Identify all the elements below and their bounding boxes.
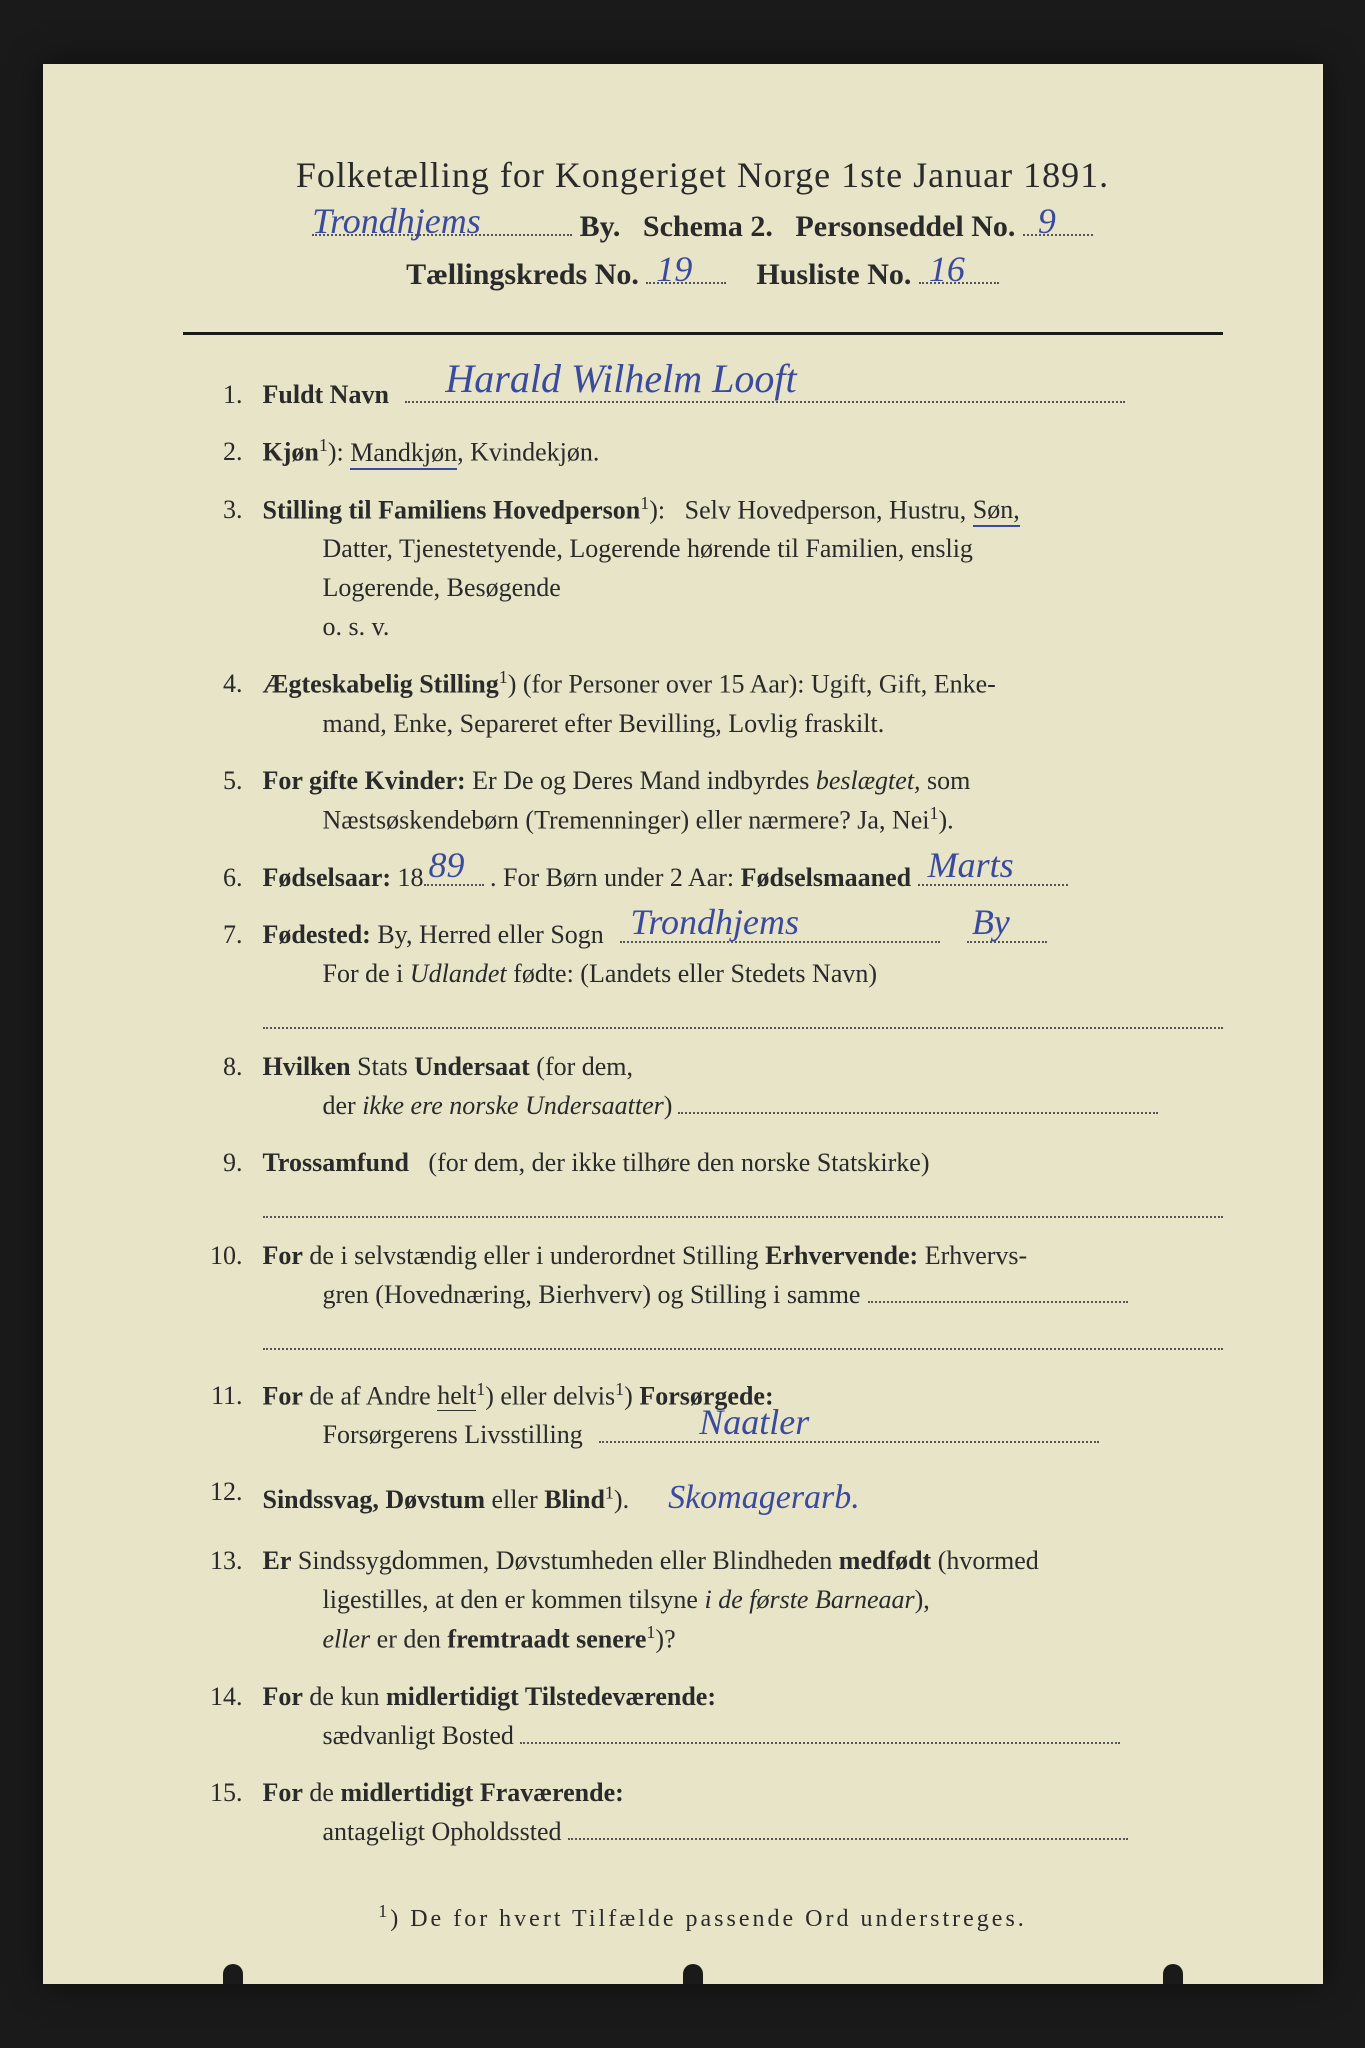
field-num: 14. [183,1677,263,1716]
punch-hole-icon [1163,1964,1183,1984]
field-label: For gifte Kvinder: [263,766,466,795]
punch-hole-icon [223,1964,243,1984]
field-label: Ægteskabelig Stilling [263,670,499,699]
field-1: 1. Fuldt Navn Harald Wilhelm Looft [183,375,1223,414]
field-num: 6. [183,858,263,897]
field-label: Stilling til Familiens Hovedperson [263,495,641,524]
footnote: 1) De for hvert Tilfælde passende Ord un… [183,1901,1223,1933]
personseddel-label: Personseddel No. [795,210,1015,243]
field-6: 6. Fødselsaar: 1889 . For Børn under 2 A… [183,858,1223,897]
city-name: Trondhjems [312,200,481,242]
field-label: Fødested: [263,920,371,949]
husliste-label: Husliste No. [756,258,911,291]
form-subhead-1: Trondhjems By. Schema 2. Personseddel No… [183,210,1223,244]
birth-month: Marts [928,838,1014,892]
field-13: 13. Er Sindssygdommen, Døvstumheden elle… [183,1541,1223,1659]
field-10: 10. For de i selvstændig eller i underor… [183,1236,1223,1350]
form-subhead-2: Tællingskreds No. 19 Husliste No. 16 [183,258,1223,292]
field-num: 11. [183,1376,263,1415]
birthplace-by: By [972,895,1010,949]
field-num: 1. [183,375,263,414]
schema-label: Schema 2. [643,210,773,243]
field-9: 9. Trossamfund (for dem, der ikke tilhør… [183,1143,1223,1218]
field-num: 5. [183,761,263,800]
field-num: 9. [183,1143,263,1182]
field-5: 5. For gifte Kvinder: Er De og Deres Man… [183,761,1223,840]
field-label: Sindssvag, Døvstum [263,1485,486,1514]
form-header: Folketælling for Kongeriget Norge 1ste J… [183,154,1223,292]
field-num: 8. [183,1047,263,1086]
birth-year: 89 [429,838,465,892]
taellingskreds-label: Tællingskreds No. [406,258,639,291]
field-15: 15. For de midlertidigt Fraværende: anta… [183,1773,1223,1851]
field-7: 7. Fødested: By, Herred eller Sogn Trond… [183,915,1223,1029]
selected-son: Søn, [973,495,1020,527]
field-label: Kjøn [263,438,319,467]
field-num: 3. [183,490,263,529]
disability-note: Skomagerarb. [668,1479,860,1516]
field-8: 8. Hvilken Stats Undersaat (for dem, der… [183,1047,1223,1125]
field-num: 4. [183,664,263,703]
census-form-page: Folketælling for Kongeriget Norge 1ste J… [43,64,1323,1984]
full-name: Harald Wilhelm Looft [445,349,796,409]
provider-occupation: Naatler [699,1395,809,1449]
field-num: 7. [183,915,263,954]
selected-mandkjon: Mandkjøn [350,438,457,470]
field-num: 12. [183,1472,263,1511]
husliste-no: 16 [929,248,965,290]
field-2: 2. Kjøn1): Mandkjøn, Kvindekjøn. [183,432,1223,472]
field-14: 14. For de kun midlertidigt Tilstedevære… [183,1677,1223,1755]
field-label: Trossamfund [263,1148,409,1177]
form-title: Folketælling for Kongeriget Norge 1ste J… [183,154,1223,196]
field-11: 11. For de af Andre helt1) eller delvis1… [183,1376,1223,1455]
field-4: 4. Ægteskabelig Stilling1) (for Personer… [183,664,1223,743]
taellingskreds-no: 19 [656,248,692,290]
field-3: 3. Stilling til Familiens Hovedperson1):… [183,490,1223,647]
birthplace: Trondhjems [630,895,799,949]
punch-hole-icon [683,1964,703,1984]
field-label: Fødselsaar: [263,863,392,892]
field-label: Fuldt Navn [263,380,389,409]
field-12: 12. Sindssvag, Døvstum eller Blind1). Sk… [183,1472,1223,1523]
field-num: 10. [183,1236,263,1275]
field-num: 15. [183,1773,263,1812]
divider [183,332,1223,335]
field-num: 2. [183,432,263,471]
field-num: 13. [183,1541,263,1580]
personseddel-no: 9 [1038,200,1056,242]
by-label: By. [580,210,621,243]
